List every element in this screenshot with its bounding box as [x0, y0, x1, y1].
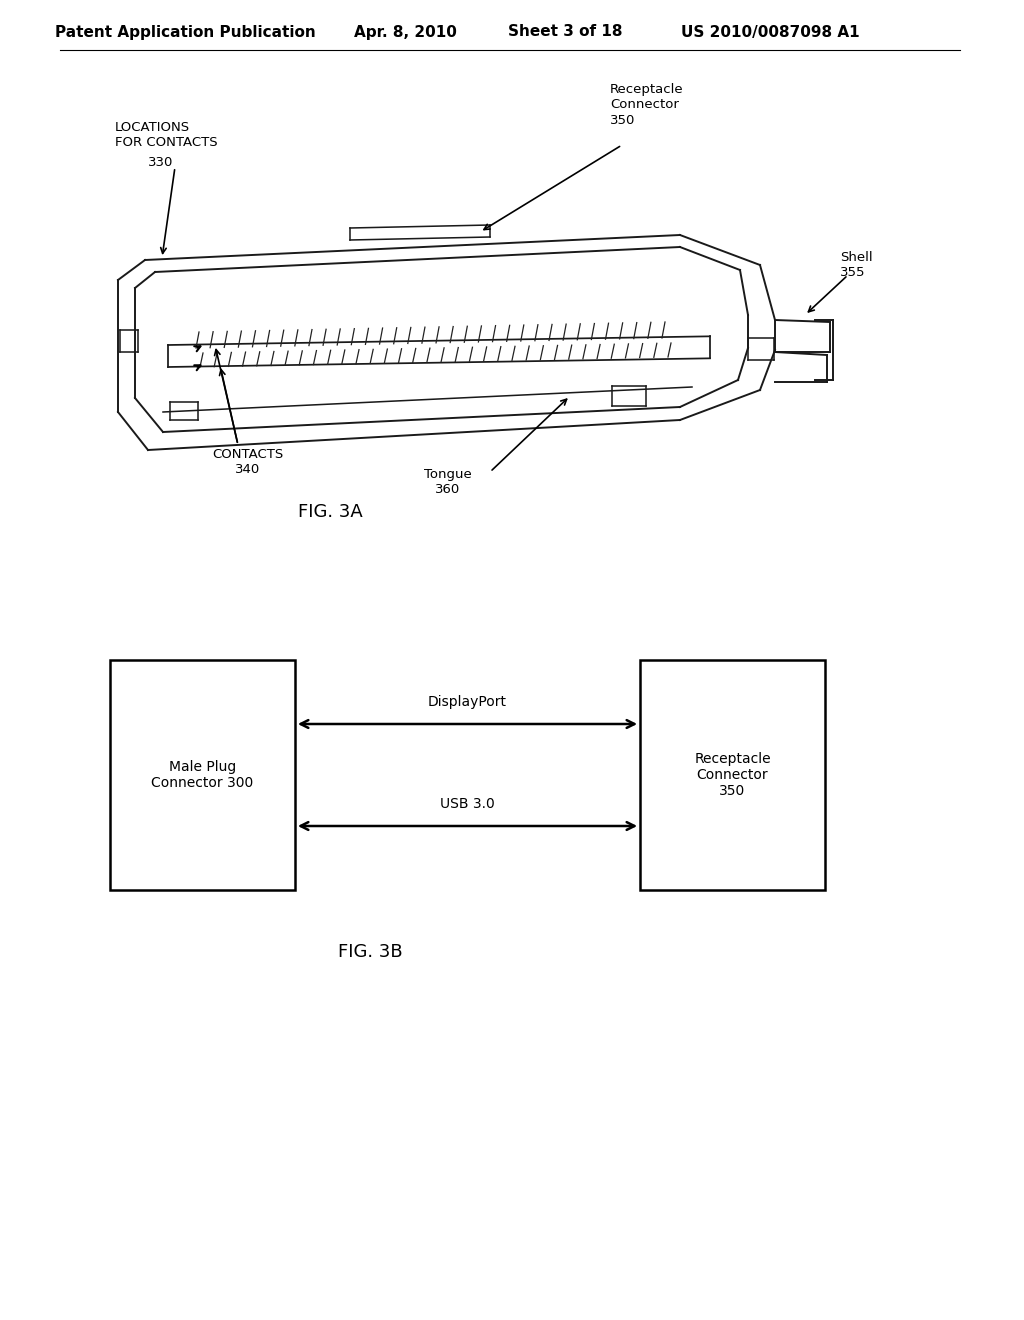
Bar	[110, 660, 295, 890]
Text: Patent Application Publication: Patent Application Publication	[54, 25, 315, 40]
Text: 330: 330	[148, 156, 173, 169]
Text: DisplayPort: DisplayPort	[428, 696, 507, 709]
Text: Tongue
360: Tongue 360	[424, 469, 472, 496]
Text: Male Plug
Connector 300: Male Plug Connector 300	[152, 760, 254, 791]
Text: Apr. 8, 2010: Apr. 8, 2010	[353, 25, 457, 40]
Bar	[640, 660, 825, 890]
Text: Receptacle
Connector
350: Receptacle Connector 350	[694, 752, 771, 799]
Text: LOCATIONS
FOR CONTACTS: LOCATIONS FOR CONTACTS	[115, 121, 218, 149]
Text: FIG. 3A: FIG. 3A	[298, 503, 362, 521]
Text: CONTACTS
340: CONTACTS 340	[212, 447, 284, 477]
Text: USB 3.0: USB 3.0	[440, 797, 495, 810]
Text: US 2010/0087098 A1: US 2010/0087098 A1	[681, 25, 859, 40]
Text: Sheet 3 of 18: Sheet 3 of 18	[508, 25, 623, 40]
Text: Shell
355: Shell 355	[840, 251, 872, 279]
Text: Receptacle
Connector
350: Receptacle Connector 350	[610, 83, 684, 127]
Text: FIG. 3B: FIG. 3B	[338, 942, 402, 961]
